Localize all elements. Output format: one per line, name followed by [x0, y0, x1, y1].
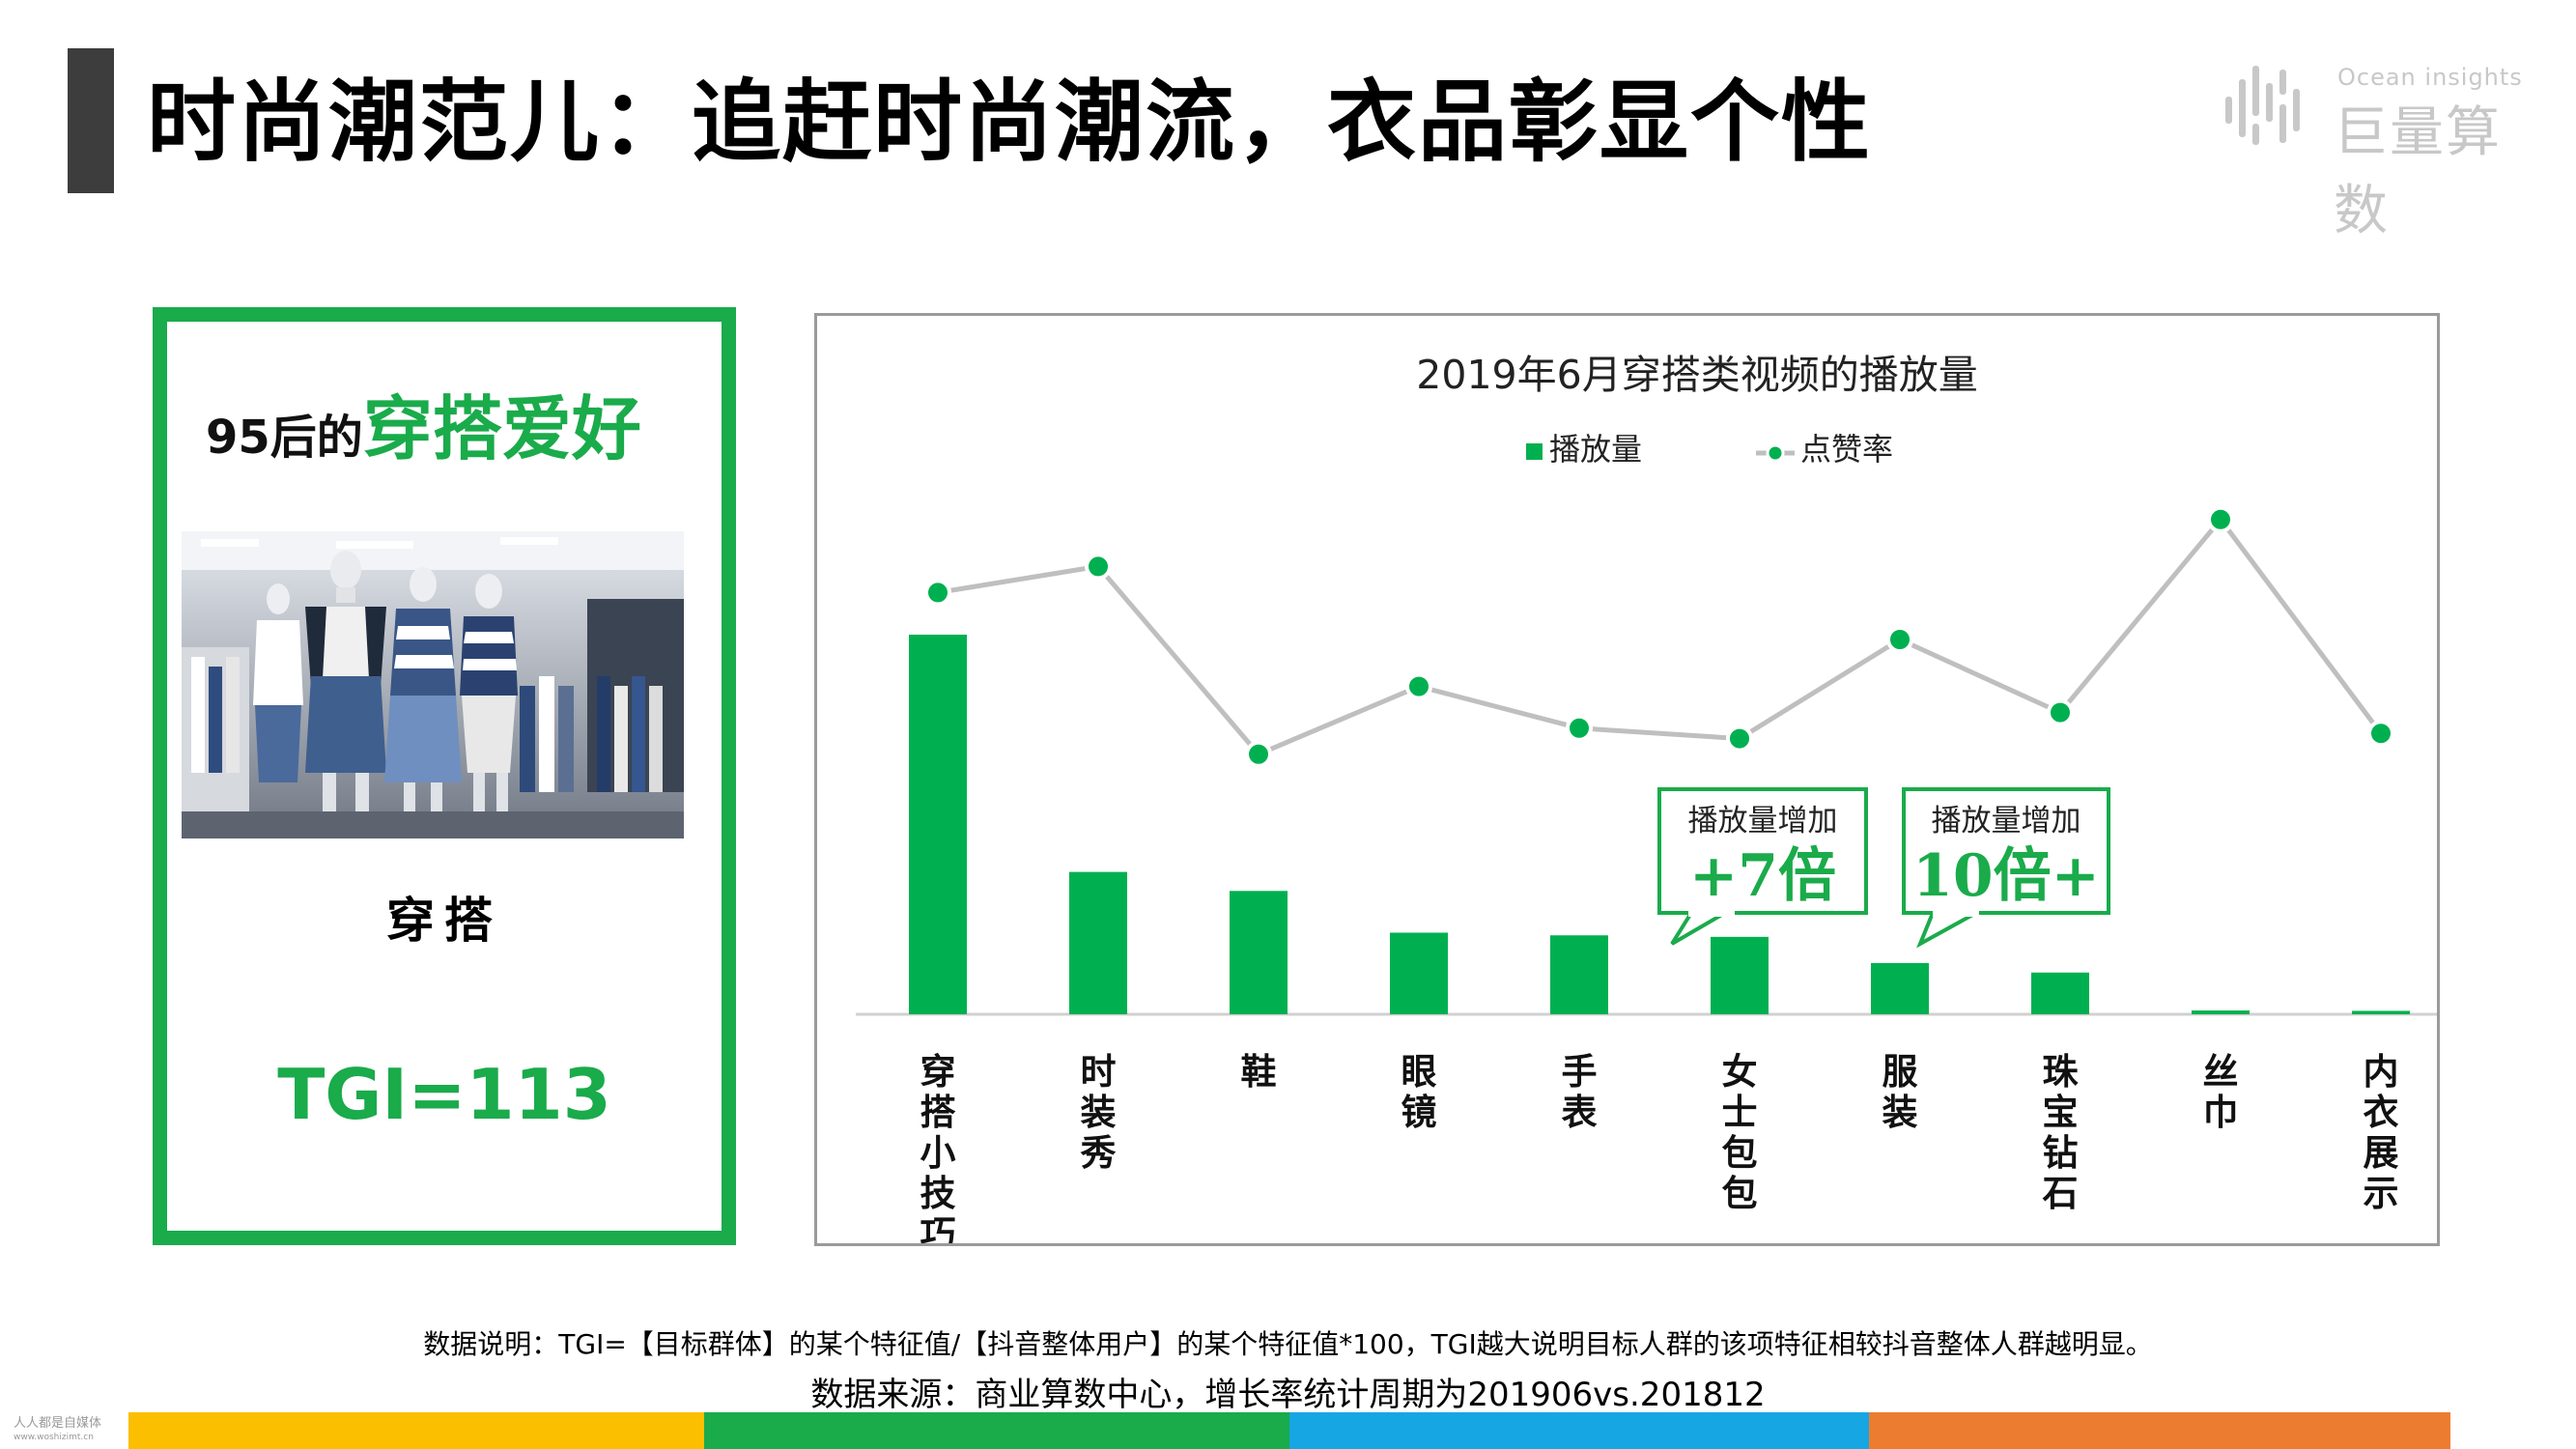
- bar-5: [1711, 936, 1769, 1014]
- rate-point-4: [1566, 714, 1593, 742]
- bar-cluster-logo-icon: [2225, 66, 2300, 145]
- bar-6: [1871, 962, 1929, 1014]
- play-count-chart: 2019年6月穿搭类视频的播放量 播放量 点赞率 穿搭小技巧 时装秀 鞋 眼镜 手表 女士…: [856, 352, 2437, 1243]
- watermark: 人人都是自媒体 www.woshizimt.cn: [14, 1416, 101, 1445]
- like-rate-line: [937, 517, 2384, 757]
- rate-point-8: [2207, 505, 2234, 533]
- card-heading-prefix: 95后的: [206, 411, 363, 465]
- rate-point-1: [1085, 553, 1112, 581]
- card-category-label: 穿搭: [386, 893, 502, 949]
- bar-9: [2352, 1010, 2410, 1014]
- card-heading-highlight: 穿搭爱好: [362, 388, 641, 469]
- card-heading: 95后的穿搭爱好: [206, 372, 641, 473]
- legend-line-marker: [1766, 443, 1785, 463]
- page-title: 时尚潮范儿：追赶时尚潮流，衣品彰显个性: [147, 71, 1873, 174]
- bar-2: [1230, 891, 1288, 1014]
- callout-0: 播放量增加 +7倍: [1657, 787, 1868, 946]
- x-tick-label-7: 珠宝钻石: [2042, 1051, 2080, 1214]
- mannequins-clothing-store-image: RESER: [182, 531, 684, 838]
- bar-8: [2192, 1010, 2250, 1014]
- bar-7: [2031, 972, 2089, 1014]
- rate-point-3: [1405, 672, 1432, 700]
- x-tick-label-6: 服装: [1882, 1051, 1918, 1133]
- callout-tail-1: [1916, 911, 1977, 949]
- data-note: 数据说明：TGI=【目标群体】的某个特征值/【抖音整体用户】的某个特征值*100…: [423, 1328, 2153, 1360]
- rate-point-5: [1726, 724, 1753, 753]
- callout-label-0: 播放量增加: [1688, 804, 1838, 838]
- x-tick-label-0: 穿搭小技巧: [920, 1051, 956, 1243]
- legend-bar-label: 播放量: [1549, 431, 1642, 468]
- legend-line-label: 点赞率: [1800, 431, 1893, 468]
- logo-english-text: Ocean insights: [2337, 64, 2523, 91]
- rate-point-9: [2367, 720, 2394, 748]
- bar-3: [1390, 932, 1448, 1014]
- callout-value-0: +7倍: [1689, 842, 1836, 910]
- x-tick-label-9: 内衣展示: [2364, 1051, 2399, 1214]
- bar-1: [1069, 871, 1127, 1014]
- bar-0: [909, 635, 967, 1014]
- bottom-strip-green: [704, 1412, 1289, 1449]
- rate-point-7: [2047, 698, 2074, 726]
- ocean-insights-logo: Ocean insights 巨量算数: [2222, 60, 2550, 242]
- logo-chinese-text: 巨量算数: [2334, 101, 2502, 242]
- bottom-strip-yellow: [128, 1412, 704, 1449]
- title-accent-bar: [68, 48, 114, 193]
- bottom-strip-orange: [1869, 1412, 2450, 1449]
- chart-title: 2019年6月穿搭类视频的播放量: [1416, 352, 1977, 398]
- callout-box-1: [1902, 787, 2110, 915]
- chart-frame: 2019年6月穿搭类视频的播放量 播放量 点赞率 穿搭小技巧 时装秀 鞋 眼镜 手表 女士…: [814, 313, 2440, 1246]
- x-tick-label-4: 手表: [1562, 1051, 1598, 1133]
- x-tick-label-8: 丝巾: [2203, 1051, 2239, 1133]
- callout-1: 播放量增加 10倍+: [1902, 787, 2110, 949]
- x-tick-label-1: 时装秀: [1080, 1051, 1117, 1174]
- watermark-line1: 人人都是自媒体: [14, 1416, 102, 1431]
- bottom-strip-blue: [1289, 1412, 1869, 1449]
- x-tick-label-3: 眼镜: [1401, 1051, 1437, 1133]
- profile-card: 95后的穿搭爱好 RESER: [153, 307, 736, 1245]
- tgi-value: TGI=113: [277, 1054, 611, 1135]
- rate-point-6: [1886, 626, 1913, 653]
- rate-point-2: [1245, 740, 1272, 768]
- callout-label-1: 播放量增加: [1932, 804, 2081, 838]
- data-source: 数据来源：商业算数中心，增长率统计周期为201906vs.201812: [810, 1376, 1766, 1414]
- callout-value-1: 10倍+: [1912, 842, 2100, 910]
- x-tick-label-5: 女士包包: [1722, 1051, 1758, 1214]
- legend-bar-swatch: [1526, 443, 1543, 460]
- bar-4: [1550, 935, 1608, 1014]
- watermark-line2: www.woshizimt.cn: [14, 1433, 94, 1442]
- callout-box-0: [1657, 787, 1868, 915]
- rate-point-0: [924, 579, 951, 607]
- x-tick-label-2: 鞋: [1241, 1051, 1277, 1093]
